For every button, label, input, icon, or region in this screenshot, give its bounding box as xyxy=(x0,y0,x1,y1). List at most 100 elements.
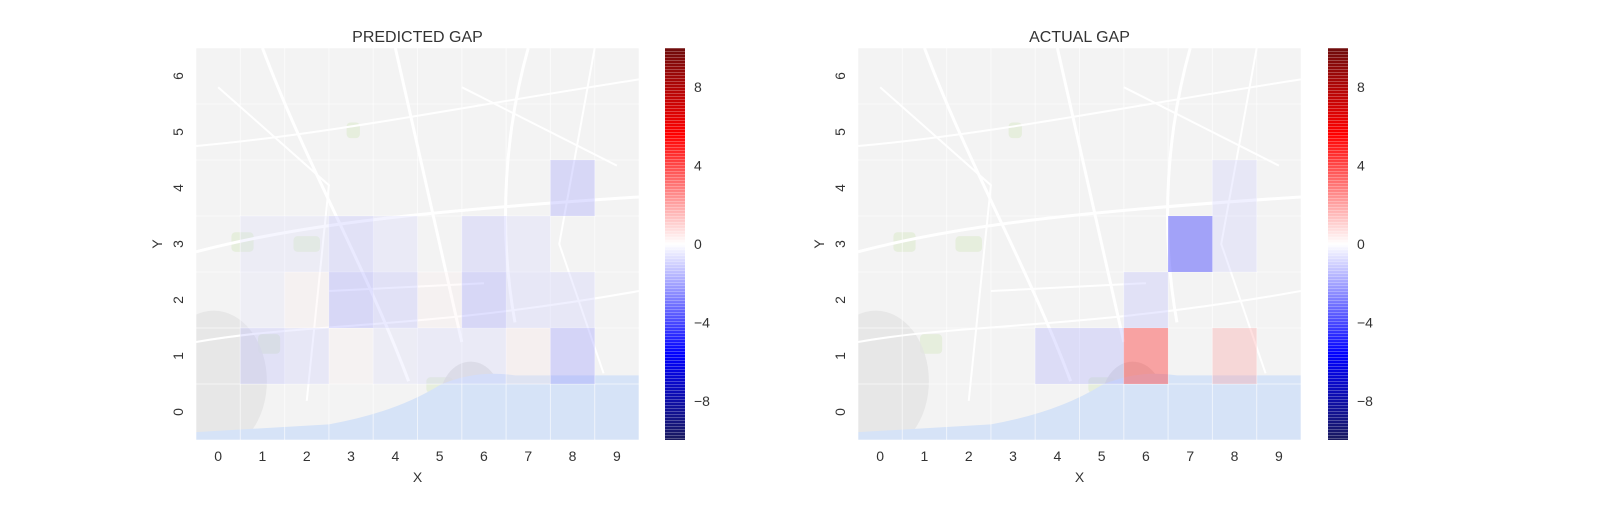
colorbar-tick-label: −4 xyxy=(694,314,710,330)
y-tick-label: 1 xyxy=(170,352,186,360)
colorbar-tick-label: 4 xyxy=(1357,158,1365,174)
colorbar-tick-label: −8 xyxy=(694,393,710,409)
heatmap-cell xyxy=(461,216,507,272)
heatmap-cell xyxy=(417,272,462,328)
heatmap-cell xyxy=(550,160,595,216)
y-tick-label: 0 xyxy=(832,408,848,416)
x-tick-label: 9 xyxy=(1275,448,1283,464)
heatmap-cell xyxy=(373,216,418,272)
colorbar: −8 −4 0 4 8 xyxy=(1328,48,1373,440)
colorbar-tick-label: −8 xyxy=(1357,393,1373,409)
x-tick-label: 2 xyxy=(965,448,973,464)
heatmap-cell xyxy=(240,272,285,328)
map-street xyxy=(858,290,1301,343)
map-street xyxy=(461,86,618,167)
x-tick-label: 2 xyxy=(303,448,311,464)
heatmap-cell xyxy=(284,328,329,384)
colorbar-texture xyxy=(665,48,685,440)
y-tick-label: 3 xyxy=(832,240,848,248)
heatmap-cell xyxy=(373,272,418,328)
map-park xyxy=(955,236,983,252)
colorbar-tick-label: 0 xyxy=(694,236,702,252)
x-tick-label: 0 xyxy=(214,448,222,464)
y-tick-label: 6 xyxy=(832,72,848,80)
heatmap-cell xyxy=(417,328,462,384)
heatmap-cell xyxy=(1212,160,1257,216)
x-tick-label: 1 xyxy=(921,448,929,464)
heatmap-cell xyxy=(284,216,329,272)
x-tick-label: 6 xyxy=(480,448,488,464)
map-street xyxy=(196,195,639,254)
x-axis-label: X xyxy=(1075,469,1085,485)
heatmap-cell xyxy=(328,328,374,384)
colorbar-tick-label: −4 xyxy=(1357,314,1373,330)
x-tick-label: 5 xyxy=(436,448,444,464)
heatmap-cell xyxy=(1123,328,1169,384)
x-tick-label: 7 xyxy=(1186,448,1194,464)
y-tick-label: 2 xyxy=(170,296,186,304)
heatmap-cell xyxy=(328,272,374,328)
y-axis-label: Y xyxy=(149,239,165,249)
colorbar-tick-label: 8 xyxy=(694,79,702,95)
x-tick-label: 4 xyxy=(391,448,399,464)
heatmap-cell xyxy=(1123,272,1169,328)
heatmap-cell xyxy=(328,216,374,272)
x-tick-label: 8 xyxy=(569,448,577,464)
map-street xyxy=(196,290,639,343)
heatmap-cell xyxy=(240,216,285,272)
y-tick-label: 6 xyxy=(170,72,186,80)
heatmap-panel-2: ACTUAL GAP 0 1 2 3 4 5 6 7 8 9 0 1 2 3 4 5 6 X Y −8 −4 0 4 8 xyxy=(811,29,1373,485)
heatmap-cells xyxy=(1035,160,1257,384)
heatmap-cells xyxy=(240,160,595,384)
y-tick-label: 5 xyxy=(832,128,848,136)
y-tick-label: 4 xyxy=(170,184,186,192)
colorbar: −8 −4 0 4 8 xyxy=(665,48,710,440)
map-street xyxy=(858,195,1301,254)
heatmap-cell xyxy=(1035,328,1080,384)
y-tick-label: 5 xyxy=(170,128,186,136)
y-tick-label: 3 xyxy=(170,240,186,248)
map-street xyxy=(393,48,464,343)
map-terrain xyxy=(858,310,929,440)
map-street xyxy=(558,48,605,374)
heatmap-cell xyxy=(1168,216,1213,272)
map-street xyxy=(504,48,530,323)
x-tick-label: 7 xyxy=(524,448,532,464)
x-tick-label: 3 xyxy=(347,448,355,464)
map-street xyxy=(328,282,485,293)
y-tick-label: 2 xyxy=(832,296,848,304)
heatmap-cell xyxy=(1212,216,1257,272)
heatmap-cell xyxy=(1079,328,1124,384)
heatmap-cell xyxy=(506,216,551,272)
heatmap-cell xyxy=(1212,328,1257,384)
heatmap-cell xyxy=(461,272,507,328)
x-axis-label: X xyxy=(413,469,423,485)
heatmap-cell xyxy=(506,272,551,328)
x-tick-label: 5 xyxy=(1098,448,1106,464)
heatmap-cell xyxy=(284,272,329,328)
map-street xyxy=(923,48,1073,382)
heatmap-panel-1: PREDICTED GAP 0 1 2 3 4 5 6 7 8 9 0 1 2 3 4 5 6 X Y −8 −4 0 4 8 xyxy=(149,29,710,485)
map-street xyxy=(1220,48,1267,374)
map-street xyxy=(990,282,1147,293)
map-park xyxy=(258,334,281,354)
heatmap-cell xyxy=(461,328,507,384)
colorbar-tick-label: 0 xyxy=(1357,236,1365,252)
map-street xyxy=(1123,86,1280,167)
map-street xyxy=(858,78,1301,147)
colorbar-texture xyxy=(1328,48,1348,440)
y-tick-label: 4 xyxy=(832,184,848,192)
map-street xyxy=(196,78,639,147)
x-tick-label: 4 xyxy=(1053,448,1061,464)
colorbar-tick-label: 4 xyxy=(694,158,702,174)
colorbar-tick-label: 8 xyxy=(1357,79,1365,95)
grid xyxy=(857,47,1302,441)
map-street xyxy=(1055,48,1126,343)
map-terrain xyxy=(196,310,267,440)
map-park xyxy=(920,334,943,354)
heatmap-cell xyxy=(506,328,551,384)
x-tick-label: 3 xyxy=(1009,448,1017,464)
map-street xyxy=(1166,48,1192,323)
